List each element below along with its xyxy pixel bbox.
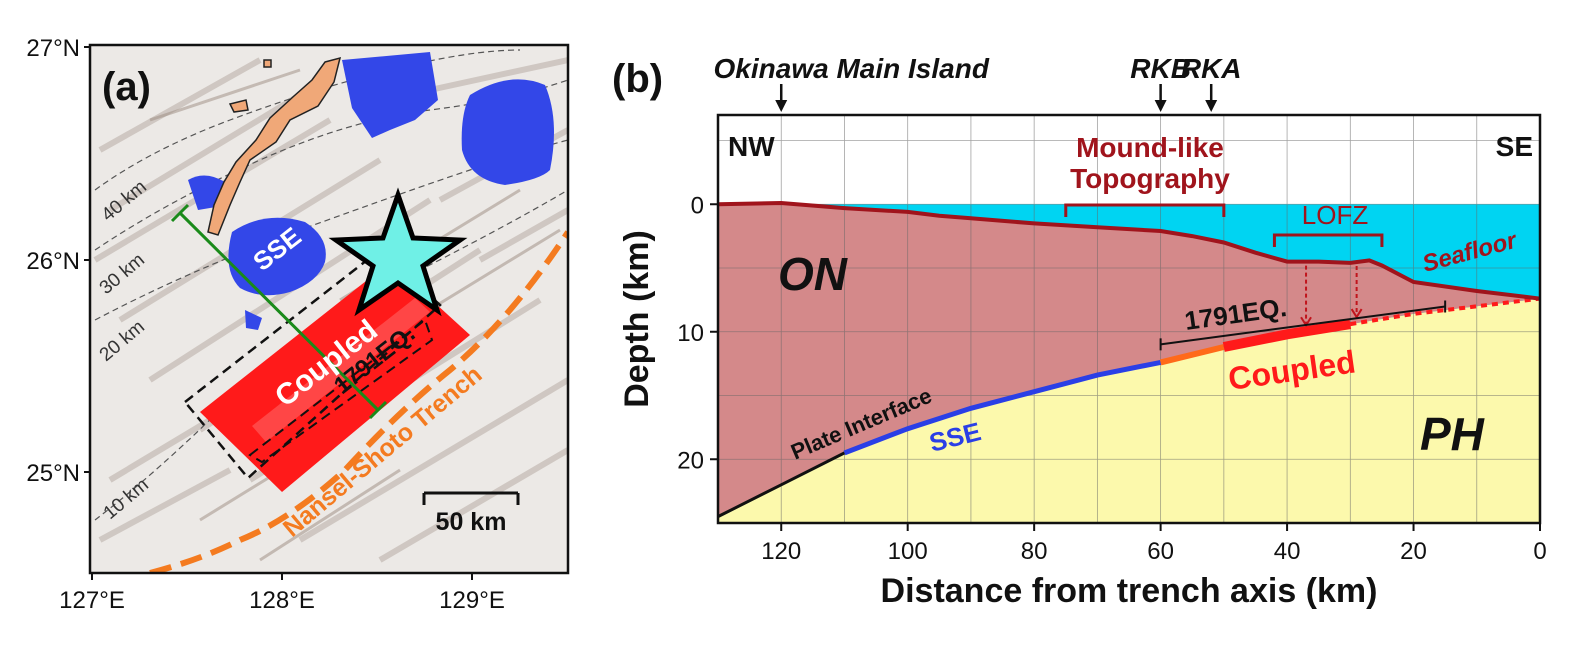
plot-frame [716,113,1542,525]
okinawa-island [207,56,342,236]
plate-interface-line [718,451,846,518]
profile-line [170,203,388,420]
mound-label-line2: Topography [1070,163,1230,194]
x-tick-label: 20 [1400,538,1427,565]
small-island [228,99,249,113]
scale-bar [422,491,520,505]
x-tick-label: 80 [1021,538,1048,565]
brackets [1064,203,1384,247]
overriding-plate-area [718,203,1540,517]
coupled-segment-line [1222,319,1352,352]
mound-label-line1: Mound-like [1076,132,1224,163]
x-tick-label: 40 [1274,538,1301,565]
y-tick-label: 10 [677,320,704,347]
nansei-shoto-trench [149,230,568,573]
map-frame [88,43,570,575]
marker-label-rka: RKA [1181,53,1242,84]
y-tick-label: 0 [691,192,704,219]
coupled-zone-light [252,298,430,442]
lat-tick-27: 27°N [26,35,80,62]
sse-segment-line [843,359,1162,456]
eq-1791-span [1159,300,1447,351]
x-axis-ticks: 120 100 80 60 40 20 0 [761,523,1547,565]
marker-arrow-head [1154,100,1167,112]
lofz-arrow-head [1350,308,1363,319]
seafloor-line [718,200,1540,301]
on-label: ON [778,248,848,300]
x-tick-label: 100 [888,538,928,565]
lofz-bracket [1272,233,1384,247]
eq-1791-inner-outline [248,318,434,464]
y-axis-label: Depth (km) [618,230,656,408]
scalebar-label: 50 km [436,508,507,536]
top-markers [775,84,1218,112]
nw-label: NW [728,131,775,162]
se-label: SE [1496,131,1533,162]
x-tick-label: 0 [1533,538,1546,565]
marker-arrow-head [775,100,788,112]
plate-interface-offshore-line [1349,296,1540,327]
sse-patches [188,52,554,330]
marker-arrow-head [1205,100,1218,112]
transition-segment-line [1159,344,1225,366]
y-tick-label: 20 [677,447,704,474]
panel-b-label: (b) [612,57,663,101]
x-tick-label: 120 [761,538,801,565]
eq-span-line [1160,305,1446,346]
lofz-label: LOFZ [1302,200,1369,230]
panel-a-label: (a) [102,65,151,109]
epicenter-star-icon [328,187,468,317]
marker-label-rkb: RKB [1130,53,1191,84]
small-island [263,59,272,68]
marker-label-okinawa: Okinawa Main Island [714,53,990,84]
subducting-plate-area [718,298,1540,523]
grid-lines [718,115,1540,523]
ph-label: PH [1420,408,1485,460]
x-axis-label: Distance from trench axis (km) [881,572,1378,610]
eq-1791-outer-outline [183,248,442,480]
lon-tick-127: 127°E [59,587,125,614]
panel-a-map: SSE Coupled 1791EQ. Nansel-Shoto Trench … [26,35,570,614]
x-tick-label: 60 [1147,538,1174,565]
mound-bracket [1064,203,1226,217]
lat-tick-25: 25°N [26,460,80,487]
y-axis-ticks: 0 10 20 [677,192,718,474]
lat-tick-26: 26°N [26,248,80,275]
panel-b-cross-section: (b) NW SE Mound-like Topography LOFZ Sea… [612,53,1547,610]
lon-tick-128: 128°E [249,587,315,614]
lon-tick-129: 129°E [439,587,505,614]
